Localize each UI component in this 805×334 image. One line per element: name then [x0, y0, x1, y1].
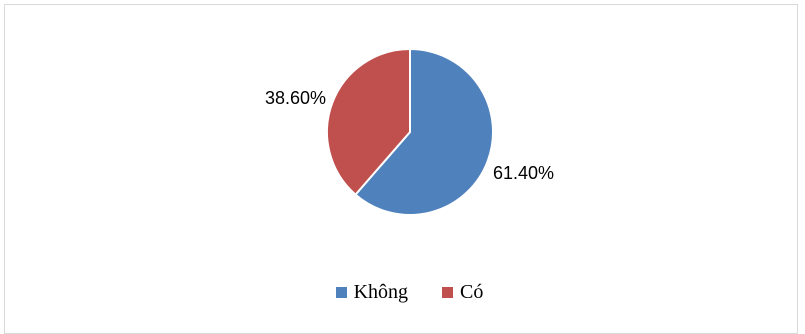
pie-slice-co — [326, 47, 411, 197]
pie-slice-khong — [354, 47, 494, 216]
legend: Không Có — [0, 281, 805, 304]
data-label-co: 38.60% — [265, 88, 326, 108]
data-label-khong: 61.40% — [493, 163, 554, 183]
pie-slices — [326, 47, 494, 216]
legend-item-co: Có — [442, 281, 483, 304]
legend-label-khong: Không — [353, 281, 409, 303]
legend-item-khong: Không — [335, 281, 409, 304]
pie-data-labels: 61.40% 38.60% — [265, 88, 554, 183]
legend-label-co: Có — [460, 281, 484, 303]
legend-swatch-khong — [335, 287, 347, 298]
legend-swatch-co — [442, 287, 454, 298]
pie-chart: 61.40% 38.60% — [265, 47, 554, 216]
